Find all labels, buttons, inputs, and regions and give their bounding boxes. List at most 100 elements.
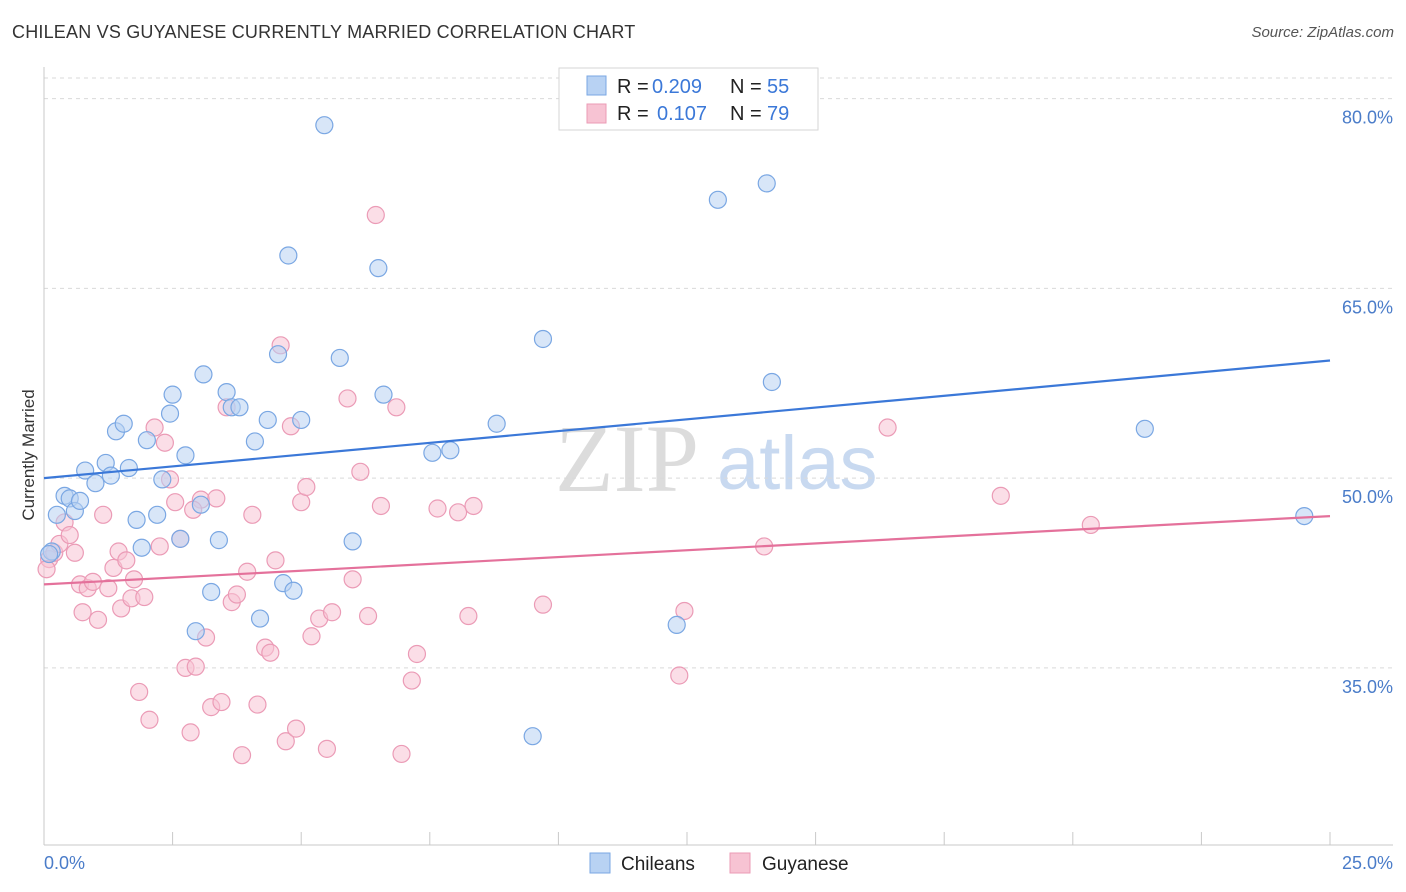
bottom-legend-label-guyanese: Guyanese — [762, 854, 849, 875]
chileans-point — [70, 491, 90, 511]
chileans-point — [374, 385, 393, 404]
chileans-point — [194, 365, 213, 384]
legend-swatch-guyanese — [586, 103, 607, 124]
chileans-point — [217, 383, 236, 402]
guyanese-point — [266, 551, 285, 570]
chileans-point — [523, 727, 542, 746]
guyanese-point — [991, 486, 1010, 505]
chileans-point — [230, 398, 249, 417]
guyanese-point — [402, 671, 421, 690]
guyanese-point — [351, 462, 370, 481]
x-ticks — [43, 832, 1331, 845]
legend-n-label-guyanese: N = — [730, 103, 762, 125]
chileans-trend-line — [43, 359, 1331, 480]
bottom-legend-swatch-guyanese — [729, 852, 751, 874]
y-tick-label: 35.0% — [1342, 677, 1393, 697]
chileans-point — [153, 470, 172, 489]
chileans-point — [762, 372, 781, 392]
chileans-point — [163, 385, 182, 404]
chileans-point — [284, 581, 303, 600]
legend-r-label-chileans: R = — [617, 76, 649, 98]
chileans-point — [487, 414, 506, 433]
chileans-point — [245, 432, 265, 451]
watermark-atlas: atlas — [717, 421, 878, 506]
chileans-point — [757, 174, 776, 193]
y-tick-label: 65.0% — [1342, 297, 1393, 317]
chileans-point — [148, 505, 167, 524]
guyanese-point — [338, 389, 357, 408]
guyanese-point — [366, 205, 385, 225]
chileans-point — [423, 443, 442, 462]
y-tick-label: 50.0% — [1342, 487, 1393, 507]
watermark-zip: ZIP — [555, 405, 699, 512]
guyanese-point — [207, 489, 226, 508]
guyanese-point — [243, 505, 262, 524]
chileans-point — [209, 531, 228, 550]
axes — [43, 67, 1393, 846]
x-tick-label-max: 25.0% — [1342, 853, 1393, 873]
source-label: Source: ZipAtlas.com — [1251, 24, 1394, 41]
guyanese-point — [343, 570, 362, 589]
chileans-point — [343, 532, 362, 551]
guyanese-point — [407, 644, 427, 664]
guyanese-point — [238, 562, 257, 581]
chileans-point — [708, 190, 727, 209]
guyanese-trend-line — [43, 514, 1331, 586]
stats-legend: R = 0.209 N = 55 R = 0.107 N = 79 — [558, 67, 819, 131]
guyanese-point — [117, 551, 136, 570]
chileans-point — [160, 404, 180, 423]
chileans-point — [369, 259, 388, 278]
legend-r-value-chileans: 0.209 — [652, 76, 702, 98]
chileans-point — [114, 414, 133, 433]
guyanese-point — [73, 603, 92, 622]
guyanese-point — [276, 732, 295, 751]
guyanese-point — [448, 503, 468, 522]
guyanese-point — [358, 606, 378, 626]
legend-swatch-chileans — [586, 75, 607, 96]
guyanese-point — [99, 579, 118, 598]
guyanese-point — [292, 493, 311, 512]
guyanese-point — [140, 710, 159, 729]
legend-n-value-chileans: 55 — [767, 76, 789, 98]
guyanese-point — [65, 543, 84, 562]
chileans-point — [119, 458, 138, 478]
legend-r-value-guyanese: 0.107 — [657, 103, 707, 125]
y-tick-labels: 35.0% 50.0% 65.0% 80.0% — [1342, 108, 1393, 697]
chileans-point — [292, 410, 311, 430]
chileans-point — [191, 495, 210, 514]
guyanese-point — [464, 496, 483, 516]
guyanese-point — [878, 418, 897, 437]
guyanese-point — [248, 695, 267, 714]
guyanese-point — [675, 601, 694, 621]
chileans-point — [268, 345, 288, 364]
chileans-point — [137, 431, 156, 450]
chileans-point — [279, 246, 298, 265]
guyanese-point — [317, 739, 337, 758]
chileans-point — [258, 410, 277, 430]
chileans-point — [86, 474, 105, 493]
legend-r-label-guyanese: R = — [617, 103, 649, 125]
chileans-point — [176, 446, 195, 465]
y-tick-label: 80.0% — [1342, 108, 1393, 128]
chileans-point — [330, 348, 349, 368]
guyanese-point — [94, 505, 113, 524]
chileans-point — [186, 622, 205, 641]
series-legend: Chileans Guyanese — [589, 852, 849, 875]
guyanese-point — [261, 643, 280, 662]
chileans-point — [127, 510, 146, 529]
guyanese-point — [533, 595, 553, 614]
bottom-legend-swatch-chileans — [589, 852, 611, 874]
guyanese-point — [186, 657, 205, 676]
guyanese-point — [371, 496, 391, 516]
guyanese-point — [181, 723, 200, 742]
chileans-point — [533, 329, 553, 349]
chileans-point — [101, 466, 120, 485]
guyanese-point — [302, 627, 321, 646]
guyanese-point — [155, 433, 174, 452]
guyanese-point — [428, 499, 447, 518]
guyanese-point — [1081, 515, 1100, 535]
guyanese-point — [670, 666, 689, 685]
guyanese-point — [227, 585, 246, 604]
x-tick-label-min: 0.0% — [44, 853, 85, 873]
